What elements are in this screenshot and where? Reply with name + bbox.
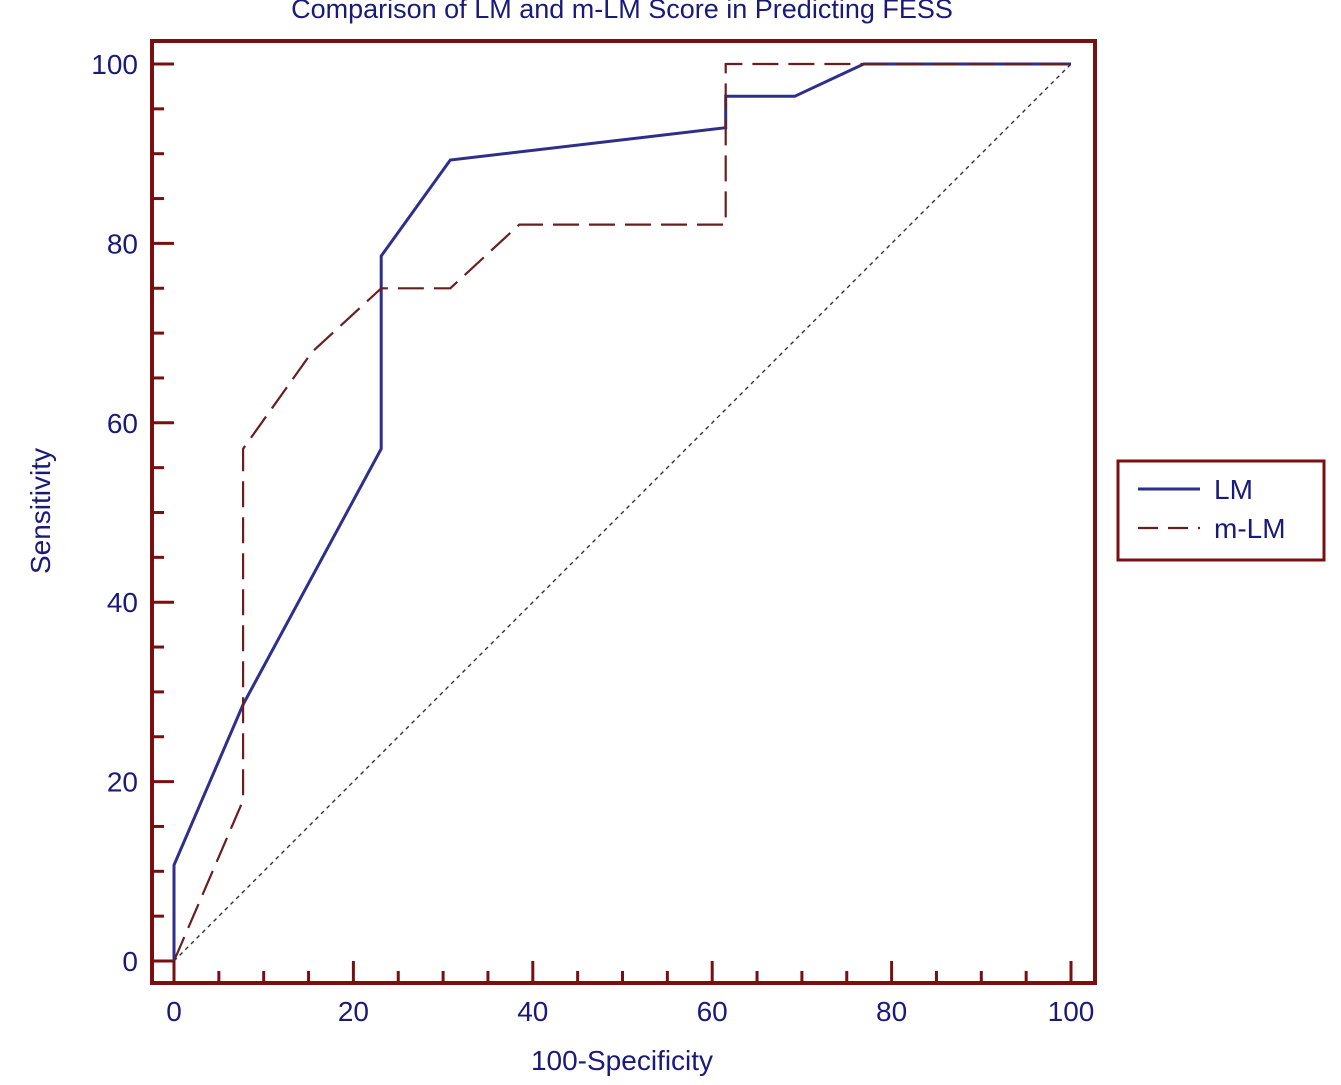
y-tick-label: 40 (107, 587, 138, 618)
y-tick-label: 100 (91, 49, 138, 80)
y-tick-label: 0 (122, 946, 138, 977)
x-tick-label: 60 (697, 996, 728, 1027)
series-line-m-lm (172, 62, 1071, 962)
y-tick-label: 20 (107, 767, 138, 798)
x-tick-label: 40 (517, 996, 548, 1027)
legend-label: LM (1214, 474, 1253, 505)
x-tick-label: 0 (166, 996, 182, 1027)
x-tick-label: 20 (338, 996, 369, 1027)
x-axis-title: 100-Specificity (531, 1045, 713, 1076)
legend-label: m-LM (1214, 513, 1286, 544)
chart-title: Comparison of LM and m-LM Score in Predi… (291, 0, 953, 24)
legend-box (1116, 459, 1326, 562)
y-tick-label: 60 (107, 408, 138, 439)
y-axis-title: Sensitivity (25, 448, 56, 574)
y-tick-label: 80 (107, 228, 138, 259)
legend: LM m-LM (1116, 459, 1326, 562)
series-line-lm (172, 62, 1071, 961)
x-tick-label: 80 (876, 996, 907, 1027)
x-tick-label: 100 (1048, 996, 1095, 1027)
plot-area: 0 20 40 60 80 100 0 20 40 60 80 100 (91, 39, 1097, 1027)
reference-diagonal-line (173, 63, 1072, 962)
